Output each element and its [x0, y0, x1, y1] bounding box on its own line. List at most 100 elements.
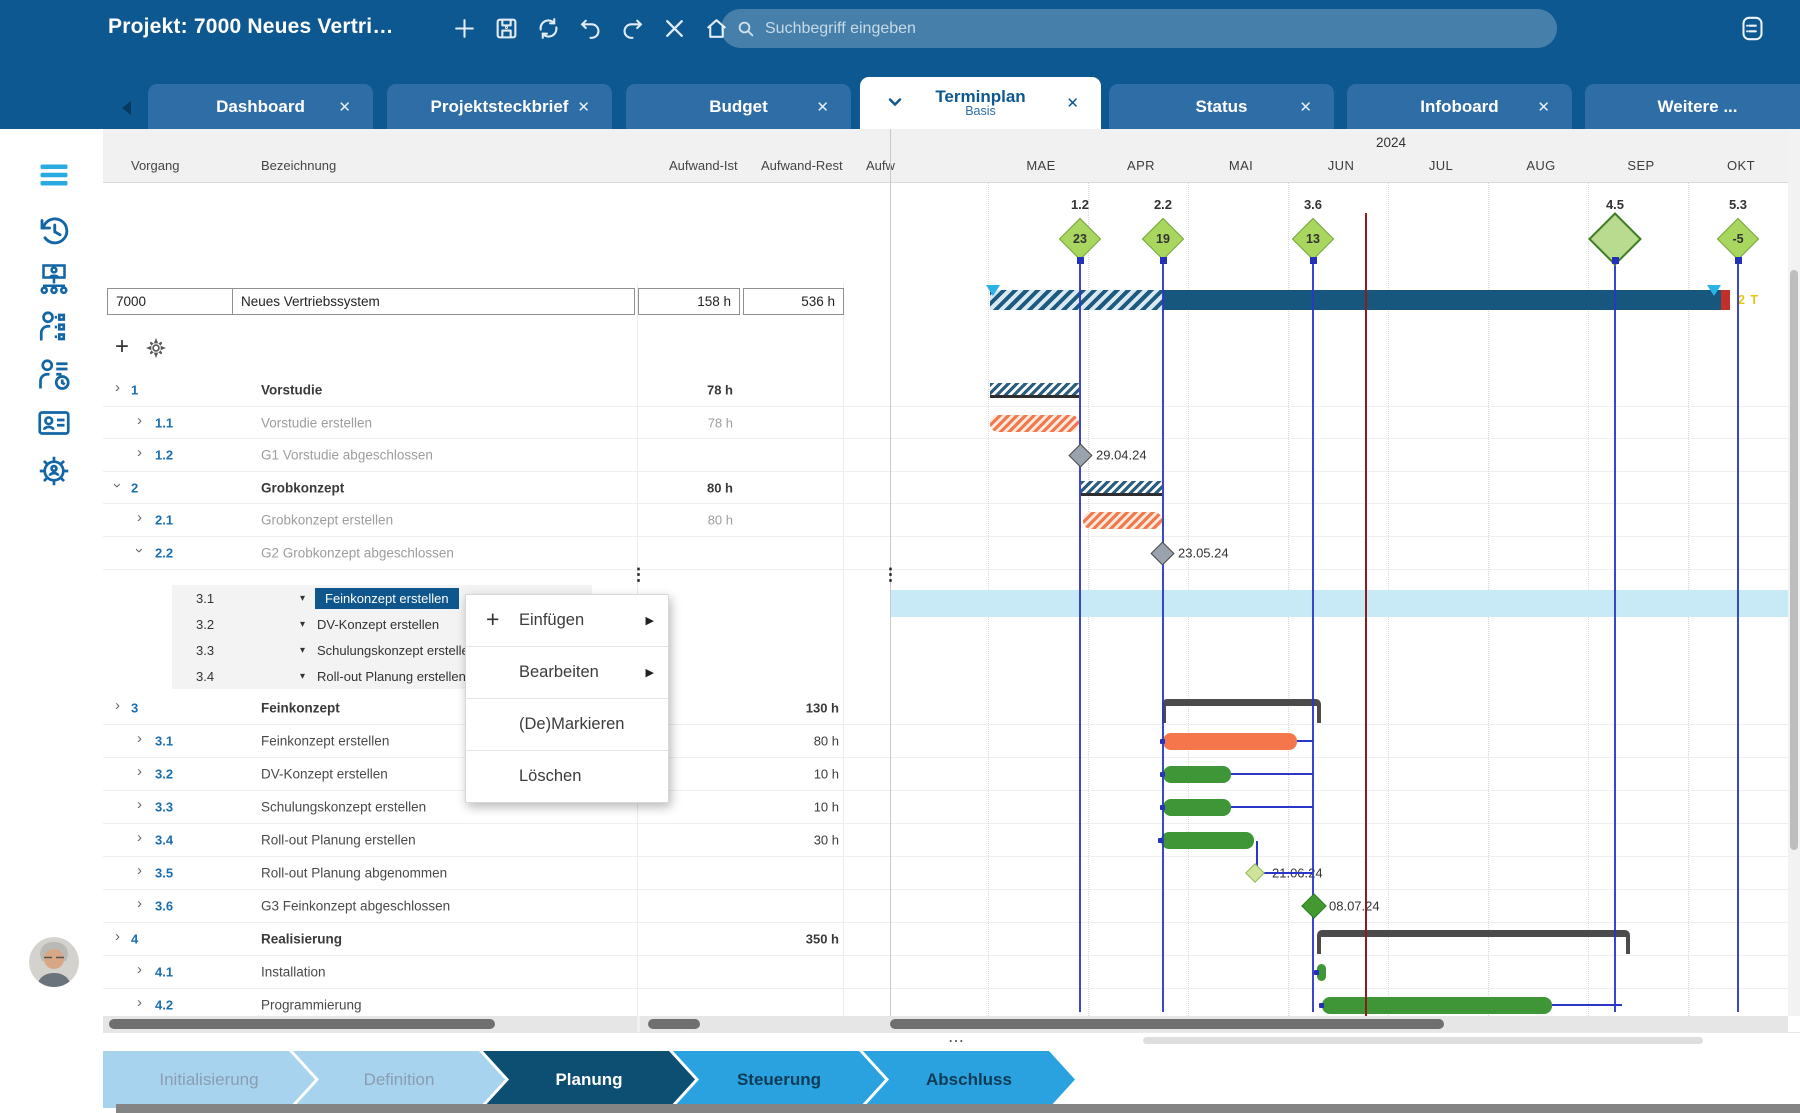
expand-chevron-icon[interactable]: › [115, 697, 120, 714]
tab-close-icon[interactable]: ✕ [1066, 95, 1079, 112]
phase-initialisierung[interactable]: Initialisierung [103, 1051, 315, 1108]
task-row-3.1[interactable]: › 3.1 Feinkonzept erstellen 80 h [103, 725, 1788, 758]
tab-terminplan[interactable]: Terminplan Basis ✕ [860, 77, 1101, 129]
milestone-diamond[interactable] [1068, 443, 1093, 468]
history-icon[interactable] [36, 213, 72, 249]
tab-close-icon[interactable]: ✕ [1537, 98, 1550, 116]
add-icon[interactable] [452, 16, 477, 41]
outer-hscrollbar[interactable] [1143, 1037, 1703, 1044]
tab-close-icon[interactable]: ✕ [1299, 98, 1312, 116]
milestone-diamond[interactable] [1245, 863, 1265, 883]
tab-close-icon[interactable]: ✕ [816, 98, 829, 116]
quick-panel-task[interactable]: Roll-out Planung erstellen [317, 668, 466, 684]
task-bar[interactable] [1162, 699, 1321, 723]
expand-chevron-icon[interactable]: › [137, 411, 142, 429]
panel-divider[interactable] [890, 129, 891, 1016]
milestone-diamond[interactable]: 13 [1291, 217, 1335, 261]
task-row-4.1[interactable]: › 4.1 Installation [103, 956, 1788, 989]
close-icon[interactable] [662, 16, 687, 41]
task-row-3.4[interactable]: › 3.4 Roll-out Planung erstellen 30 h [103, 824, 1788, 857]
quick-panel-selected-task[interactable]: Feinkonzept erstellen [315, 587, 459, 609]
milestone-diamond[interactable]: -5 [1716, 217, 1760, 261]
task-bar[interactable] [1158, 832, 1254, 849]
project-bar-done[interactable] [990, 290, 1163, 310]
quick-panel-row-3.2[interactable]: 3.2 ▾ DV-Konzept erstellen [172, 611, 592, 637]
expand-chevron-icon[interactable]: › [137, 509, 142, 526]
task-row-3.2[interactable]: › 3.2 DV-Konzept erstellen 10 h [103, 758, 1788, 791]
refresh-icon[interactable] [536, 16, 561, 41]
tab-infoboard[interactable]: Infoboard ✕ [1347, 84, 1572, 129]
dropdown-triangle-icon[interactable]: ▾ [300, 592, 306, 604]
task-row-2[interactable]: › 2 Grobkonzept 80 h [103, 472, 1788, 504]
task-row-3[interactable]: › 3 Feinkonzept 130 h [103, 692, 1788, 725]
task-bar[interactable] [1160, 766, 1231, 783]
redo-icon[interactable] [620, 16, 645, 41]
task-bar[interactable] [1160, 733, 1297, 750]
tab-budget[interactable]: Budget ✕ [626, 84, 851, 129]
tab-scroll-left-icon[interactable] [122, 101, 131, 115]
milestone-diamond[interactable] [1150, 541, 1175, 566]
table-hscrollbar[interactable] [109, 1019, 495, 1029]
project-name-field[interactable]: Neues Vertriebssystem [232, 288, 635, 315]
settings-gear-icon[interactable] [145, 337, 167, 359]
expand-chevron-icon[interactable]: › [115, 928, 120, 945]
milestone-diamond[interactable] [1301, 893, 1327, 919]
expand-chevron-icon[interactable]: › [109, 482, 126, 488]
save-icon[interactable] [494, 16, 519, 41]
project-rest-field[interactable]: 536 h [743, 288, 844, 315]
task-row-1.1[interactable]: › 1.1 Vorstudie erstellen 78 h [103, 407, 1788, 439]
milestone-diamond[interactable]: 19 [1141, 217, 1185, 261]
project-num-field[interactable]: 7000 [107, 288, 233, 315]
person-tasks-icon[interactable] [36, 309, 72, 345]
vertical-scrollbar[interactable] [1790, 270, 1798, 850]
menu-item-de-markieren[interactable]: (De)Markieren [466, 699, 668, 751]
menu-item-bearbeiten[interactable]: Bearbeiten ▶ [466, 647, 668, 699]
task-bar[interactable] [990, 415, 1079, 432]
chevron-down-icon[interactable] [886, 93, 904, 111]
expand-chevron-icon[interactable]: › [137, 829, 142, 846]
quick-panel-row-3.4[interactable]: 3.4 ▾ Roll-out Planung erstellen [172, 663, 592, 689]
org-chart-icon[interactable] [36, 261, 72, 297]
expand-chevron-icon[interactable]: › [137, 862, 142, 879]
task-bar[interactable] [1314, 964, 1326, 981]
project-bar[interactable] [1163, 290, 1721, 310]
tab-close-icon[interactable]: ✕ [338, 98, 351, 116]
expand-chevron-icon[interactable]: › [137, 895, 142, 912]
task-row-4[interactable]: › 4 Realisierung 350 h [103, 923, 1788, 956]
menu-icon[interactable] [36, 157, 72, 193]
tab-projektsteckbrief[interactable]: Projektsteckbrief ✕ [387, 84, 612, 129]
task-bar[interactable] [1317, 930, 1630, 954]
panel-list-icon[interactable] [1739, 15, 1766, 42]
dropdown-triangle-icon[interactable]: ▾ [300, 618, 306, 630]
tab-weitere[interactable]: Weitere ... [1585, 84, 1800, 129]
task-row-4.2[interactable]: › 4.2 Programmierung [103, 989, 1788, 1016]
dropdown-triangle-icon[interactable]: ▾ [300, 644, 306, 656]
expand-chevron-icon[interactable]: › [137, 961, 142, 978]
task-bar[interactable] [1081, 481, 1162, 496]
phase-planung[interactable]: Planung [483, 1051, 695, 1108]
expand-chevron-icon[interactable]: › [131, 548, 148, 553]
expand-chevron-icon[interactable]: › [137, 730, 142, 747]
undo-icon[interactable] [578, 16, 603, 41]
drag-handle-icon[interactable]: ⋮ [882, 565, 899, 584]
milestone-diamond[interactable]: 23 [1058, 217, 1102, 261]
menu-item-einf-gen[interactable]: + Einfügen ▶ [466, 595, 668, 647]
task-bar[interactable] [1083, 512, 1162, 529]
quick-panel-row-3.1[interactable]: 3.1 ▾ Feinkonzept erstellen [172, 585, 592, 611]
task-bar[interactable] [1319, 997, 1552, 1014]
task-row-3.5[interactable]: › 3.5 Roll-out Planung abgenommen 21.06.24 [103, 841, 1788, 890]
expand-chevron-icon[interactable]: › [115, 379, 120, 396]
quick-panel-task[interactable]: DV-Konzept erstellen [317, 616, 440, 632]
expand-chevron-icon[interactable]: › [137, 796, 142, 813]
task-bar[interactable] [1160, 799, 1231, 816]
tab-close-icon[interactable]: ✕ [577, 98, 590, 116]
task-row-1.2[interactable]: › 1.2 G1 Vorstudie abgeschlossen 29.04.24 [103, 439, 1788, 472]
id-card-icon[interactable] [36, 405, 72, 441]
phase-abschluss[interactable]: Abschluss [863, 1051, 1075, 1108]
expand-chevron-icon[interactable]: › [137, 994, 142, 1011]
person-time-icon[interactable] [36, 357, 72, 393]
dropdown-triangle-icon[interactable]: ▾ [300, 670, 306, 682]
task-row-2.1[interactable]: › 2.1 Grobkonzept erstellen 80 h [103, 504, 1788, 537]
project-ist-field[interactable]: 158 h [638, 288, 740, 315]
task-row-3.6[interactable]: › 3.6 G3 Feinkonzept abgeschlossen 08.07.24 [103, 890, 1788, 923]
